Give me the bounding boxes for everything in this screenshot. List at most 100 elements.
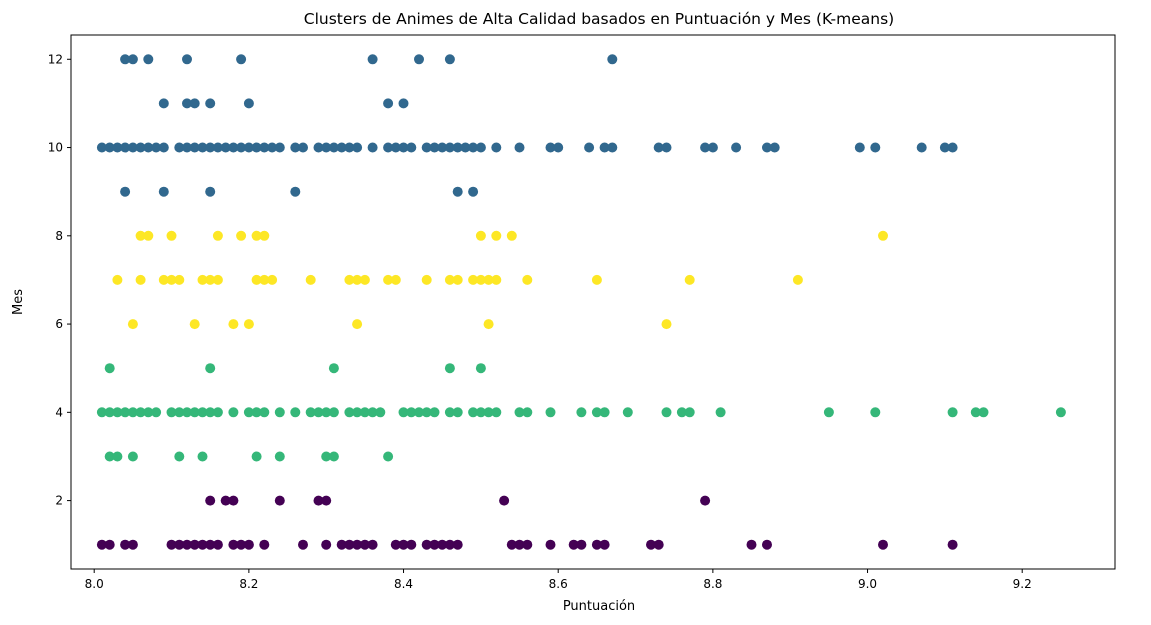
scatter-point-cluster-0-21 xyxy=(367,539,378,550)
scatter-point-cluster-1-33 xyxy=(321,407,332,418)
scatter-point-cluster-3-47 xyxy=(460,142,471,153)
scatter-point-cluster-2-39 xyxy=(236,230,247,241)
scatter-point-cluster-1-62 xyxy=(823,407,834,418)
scatter-point-cluster-3-15 xyxy=(174,142,185,153)
scatter-point-cluster-1-57 xyxy=(622,407,633,418)
scatter-point-cluster-2-11 xyxy=(174,274,185,285)
scatter-point-cluster-1-55 xyxy=(591,407,602,418)
scatter-point-cluster-1-61 xyxy=(715,407,726,418)
scatter-point-cluster-3-22 xyxy=(228,142,239,153)
scatter-point-cluster-0-5 xyxy=(174,539,185,550)
scatter-point-cluster-0-37 xyxy=(599,539,610,550)
scatter-point-cluster-3-72 xyxy=(205,98,216,109)
scatter-point-cluster-3-20 xyxy=(212,142,223,153)
x-tick-label: 9.2 xyxy=(1013,577,1032,591)
scatter-point-cluster-1-21 xyxy=(189,407,200,418)
scatter-point-cluster-1-5 xyxy=(251,451,262,462)
scatter-point-cluster-3-32 xyxy=(321,142,332,153)
scatter-point-cluster-2-27 xyxy=(468,274,479,285)
scatter-point-cluster-3-5 xyxy=(468,186,479,197)
scatter-point-cluster-3-30 xyxy=(298,142,308,153)
scatter-point-cluster-3-67 xyxy=(939,142,950,153)
x-tick-label: 8.0 xyxy=(85,577,104,591)
scatter-point-cluster-1-70 xyxy=(328,363,339,374)
scatter-point-cluster-0-8 xyxy=(197,539,208,550)
scatter-point-cluster-1-32 xyxy=(313,407,324,418)
scatter-point-cluster-0-6 xyxy=(182,539,192,550)
scatter-point-cluster-2-20 xyxy=(352,274,363,285)
scatter-point-cluster-1-0 xyxy=(104,451,115,462)
scatter-point-cluster-0-44 xyxy=(205,495,216,506)
scatter-point-cluster-0-40 xyxy=(746,539,757,550)
scatter-point-cluster-3-1 xyxy=(158,186,169,197)
scatter-point-cluster-0-49 xyxy=(321,495,332,506)
scatter-point-cluster-1-14 xyxy=(127,407,138,418)
scatter-point-cluster-1-28 xyxy=(259,407,270,418)
scatter-point-cluster-1-31 xyxy=(305,407,316,418)
scatter-point-cluster-3-61 xyxy=(731,142,742,153)
scatter-point-cluster-2-25 xyxy=(444,274,455,285)
scatter-point-cluster-0-29 xyxy=(452,539,463,550)
scatter-point-cluster-2-5 xyxy=(483,319,494,330)
scatter-point-cluster-3-28 xyxy=(274,142,285,153)
scatter-point-cluster-3-34 xyxy=(336,142,347,153)
scatter-point-cluster-1-52 xyxy=(522,407,533,418)
scatter-point-cluster-3-65 xyxy=(870,142,881,153)
scatter-point-cluster-3-63 xyxy=(769,142,780,153)
scatter-point-cluster-2-35 xyxy=(135,230,146,241)
scatter-point-cluster-1-65 xyxy=(970,407,981,418)
x-tick-label: 8.8 xyxy=(703,577,722,591)
x-tick-label: 9.0 xyxy=(858,577,877,591)
scatter-point-cluster-3-71 xyxy=(189,98,200,109)
scatter-point-cluster-3-3 xyxy=(290,186,301,197)
scatter-point-cluster-2-2 xyxy=(228,319,239,330)
scatter-point-cluster-2-40 xyxy=(251,230,262,241)
scatter-point-cluster-0-18 xyxy=(344,539,355,550)
scatter-point-cluster-3-40 xyxy=(398,142,409,153)
x-tick-label: 8.6 xyxy=(549,577,568,591)
scatter-point-cluster-1-60 xyxy=(684,407,695,418)
scatter-point-cluster-0-4 xyxy=(166,539,177,550)
scatter-point-cluster-3-52 xyxy=(545,142,556,153)
scatter-point-cluster-1-68 xyxy=(104,363,115,374)
scatter-point-cluster-1-66 xyxy=(978,407,989,418)
scatter-point-cluster-1-26 xyxy=(243,407,254,418)
scatter-point-cluster-3-18 xyxy=(197,142,208,153)
scatter-point-cluster-3-51 xyxy=(514,142,525,153)
scatter-point-cluster-1-38 xyxy=(367,407,378,418)
scatter-point-cluster-3-25 xyxy=(251,142,262,153)
scatter-point-cluster-1-23 xyxy=(205,407,216,418)
scatter-point-cluster-2-9 xyxy=(158,274,169,285)
scatter-point-cluster-0-20 xyxy=(359,539,370,550)
scatter-point-cluster-2-41 xyxy=(259,230,270,241)
scatter-point-cluster-0-0 xyxy=(96,539,107,550)
scatter-point-cluster-2-43 xyxy=(491,230,502,241)
scatter-point-cluster-3-54 xyxy=(584,142,595,153)
scatter-point-cluster-0-51 xyxy=(700,495,711,506)
scatter-point-cluster-2-3 xyxy=(243,319,254,330)
scatter-point-cluster-1-29 xyxy=(274,407,285,418)
scatter-point-cluster-1-39 xyxy=(375,407,386,418)
scatter-point-cluster-2-31 xyxy=(522,274,533,285)
scatter-point-cluster-3-76 xyxy=(120,54,131,65)
x-tick-label: 8.2 xyxy=(239,577,258,591)
scatter-point-cluster-2-33 xyxy=(684,274,695,285)
scatter-point-cluster-3-10 xyxy=(127,142,138,153)
scatter-point-cluster-1-54 xyxy=(576,407,587,418)
scatter-point-cluster-1-20 xyxy=(182,407,192,418)
scatter-point-cluster-1-10 xyxy=(96,407,107,418)
plot-frame xyxy=(70,34,1116,570)
scatter-point-cluster-0-10 xyxy=(212,539,223,550)
scatter-point-cluster-3-77 xyxy=(127,54,138,65)
scatter-point-cluster-0-31 xyxy=(514,539,525,550)
y-tick-label: 12 xyxy=(48,52,63,66)
scatter-point-cluster-3-16 xyxy=(182,142,192,153)
scatter-point-cluster-0-33 xyxy=(545,539,556,550)
scatter-point-cluster-2-36 xyxy=(143,230,154,241)
scatter-point-cluster-2-19 xyxy=(344,274,355,285)
scatter-point-cluster-0-22 xyxy=(390,539,401,550)
scatter-point-cluster-3-56 xyxy=(607,142,618,153)
scatter-point-cluster-0-24 xyxy=(406,539,417,550)
scatter-point-cluster-3-80 xyxy=(236,54,247,65)
scatter-point-cluster-3-14 xyxy=(158,142,169,153)
